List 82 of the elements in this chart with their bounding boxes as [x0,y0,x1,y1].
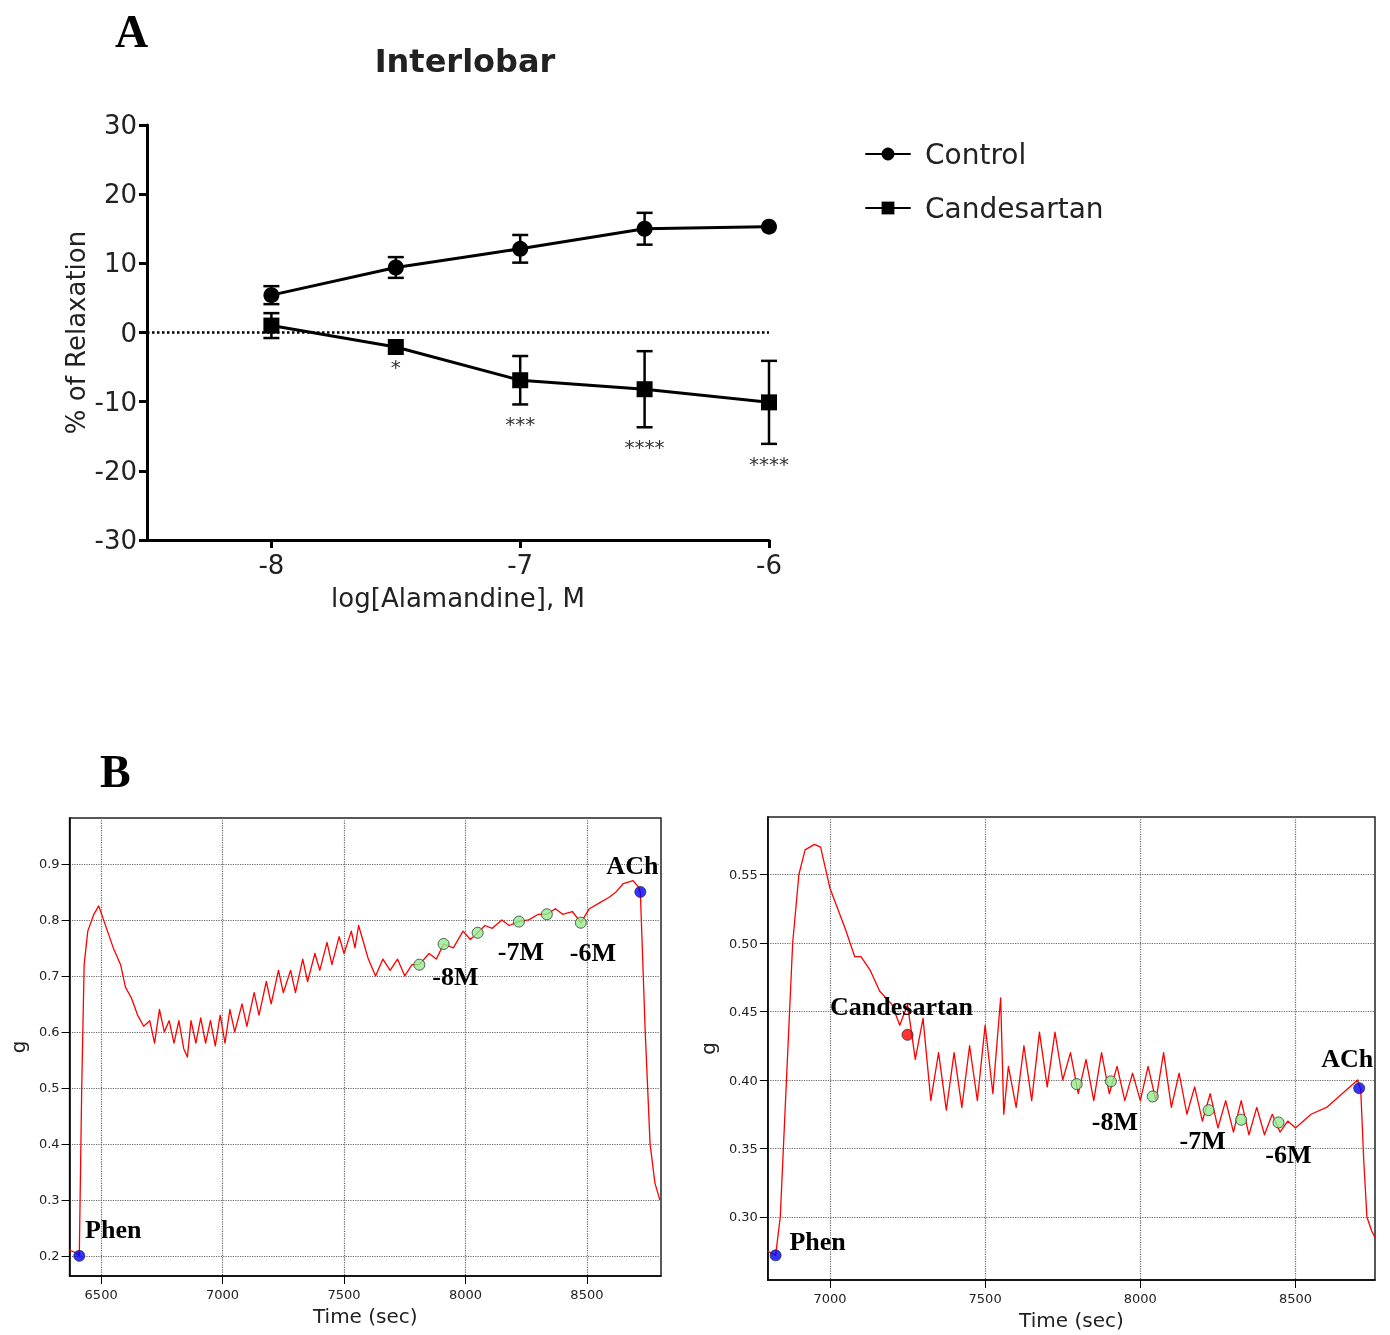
y-tick-label: 30 [103,110,137,140]
x-axis-title: Time (sec) [1018,1308,1124,1332]
point [387,339,404,356]
y-tick-label: 10 [103,248,137,279]
x-tick-label: 8500 [570,1287,604,1302]
x-tick-label: 7500 [968,1291,1002,1306]
annotation: ACh [606,851,659,881]
point [636,381,653,398]
annotation: *** [505,412,536,437]
x-tick-label: -8 [258,550,285,580]
point [540,908,553,921]
point [73,1249,86,1262]
x-tick-label: 8000 [448,1287,483,1302]
point [1235,1113,1248,1126]
point [1353,1082,1366,1095]
y-tick-label: 0.9 [38,856,60,872]
y-axis-title: g [6,1040,30,1054]
y-tick-label: 0.30 [728,1209,758,1225]
x-tick-label: 8000 [1123,1291,1157,1306]
y-tick-label: 0.8 [38,912,60,928]
point [512,240,529,257]
annotation: -6M [1265,1139,1312,1169]
y-tick-label: 0.35 [728,1141,758,1156]
y-tick-label: 20 [103,179,137,210]
y-tick-label: 0.45 [728,1004,758,1020]
annotation: * [390,355,401,380]
x-tick-label: 7000 [813,1291,847,1306]
y-tick-label: 0.50 [728,935,758,951]
point [636,220,653,237]
y-tick-label: 0.40 [728,1072,758,1088]
point [901,1028,914,1041]
point [1104,1075,1117,1088]
point [634,885,647,898]
legend-label: Control [925,137,1027,171]
text: A [115,5,149,57]
point [761,394,777,411]
y-tick-label: 0.4 [38,1136,60,1152]
x-tick-label: -7 [507,550,534,580]
x-tick-label: 7000 [206,1287,240,1302]
y-tick-label: -20 [94,455,137,486]
y-tick-label: 0.6 [38,1024,60,1040]
annotation: -7M [497,937,545,967]
point [1272,1116,1285,1129]
point [1146,1090,1159,1103]
annotation: -8M [1091,1106,1138,1136]
point [1070,1078,1083,1091]
y-tick-label: 0.55 [728,867,758,883]
y-tick-label: 0.7 [38,968,60,984]
point [471,926,484,939]
annotation: **** [749,451,789,476]
annotation: ACh [1321,1043,1374,1073]
legend-label: Candesartan [925,191,1104,225]
annotation: -7M [1179,1125,1226,1155]
x-tick-label: 6500 [84,1287,118,1302]
annotation: Phen [85,1215,142,1245]
chart-title: Interlobar [374,42,556,80]
x-tick-label: -6 [756,550,782,580]
text: B [100,745,131,797]
y-axis-title: % of Relaxation [61,230,91,435]
annotation: **** [624,435,665,460]
y-axis-title: g [696,1042,720,1055]
y-tick-label: 0.2 [38,1248,60,1264]
point [512,372,529,389]
annotation: -8M [432,962,479,992]
y-tick-label: -30 [94,525,137,555]
x-tick-label: 7500 [327,1287,361,1302]
y-tick-label: 0 [120,317,137,348]
point [769,1249,782,1262]
y-tick-label: 0.5 [38,1080,60,1096]
point [413,958,426,971]
point [512,915,525,928]
point [437,937,450,950]
annotation: Phen [789,1226,847,1256]
point [1202,1104,1215,1117]
point [761,218,777,235]
y-tick-label: -10 [94,386,137,417]
x-axis-title: Time (sec) [311,1304,418,1328]
annotation: -6M [569,938,616,968]
x-axis-title: log[Alamandine], M [331,583,585,613]
point [574,916,587,929]
y-tick-label: 0.3 [38,1192,60,1208]
x-tick-label: 8500 [1278,1291,1313,1306]
